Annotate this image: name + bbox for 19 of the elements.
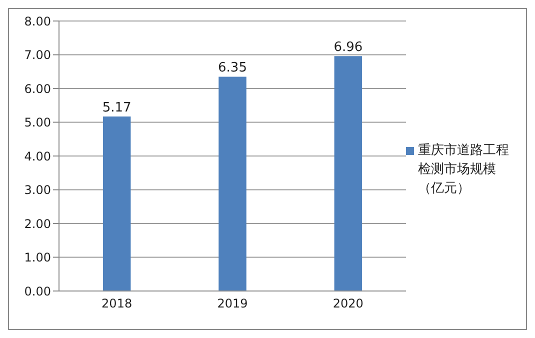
data-label: 5.17 bbox=[102, 100, 132, 116]
y-tick-label: 5.00 bbox=[24, 116, 51, 130]
bar bbox=[102, 116, 131, 291]
y-tick-label: 6.00 bbox=[24, 82, 51, 96]
y-tick-label: 2.00 bbox=[24, 216, 51, 231]
x-tick-label: 2019 bbox=[217, 296, 248, 311]
bar bbox=[218, 76, 246, 291]
y-tick-label: 8.00 bbox=[24, 14, 51, 28]
data-label: 6.96 bbox=[334, 40, 363, 56]
legend-label: 重庆市道路工程检测市场规模（亿元） bbox=[418, 142, 510, 198]
y-tick-label: 3.00 bbox=[24, 183, 51, 198]
y-tick-label: 1.00 bbox=[24, 250, 51, 265]
x-tick-label: 2018 bbox=[102, 296, 132, 311]
bar bbox=[334, 56, 362, 291]
y-tick-label: 0.00 bbox=[24, 284, 51, 298]
x-tick-label: 2020 bbox=[332, 296, 364, 311]
y-tick-label: 7.00 bbox=[24, 48, 51, 62]
data-label: 6.35 bbox=[218, 60, 247, 76]
y-tick-label: 4.00 bbox=[24, 149, 51, 164]
